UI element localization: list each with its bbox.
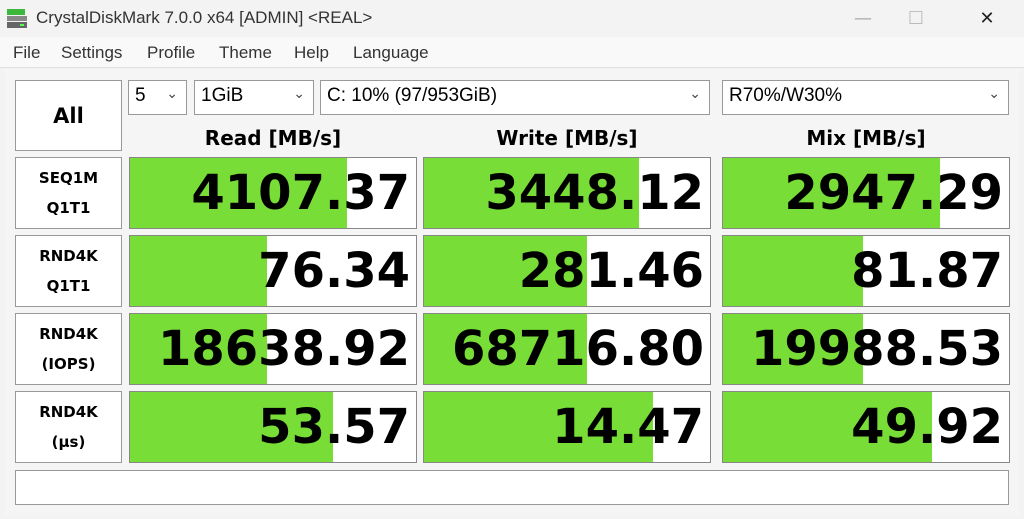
write-result-value: 68716.80 (451, 321, 704, 377)
all-button[interactable]: All (15, 80, 122, 151)
mix-header: Mix [MB/s] (806, 126, 926, 150)
mix-result-cell: 49.92 (722, 391, 1010, 463)
write-result-bar (424, 236, 588, 306)
mix-ratio-select[interactable]: R70%/W30% ⌄ (722, 80, 1009, 115)
chevron-down-icon: ⌄ (988, 85, 1000, 101)
menu-help[interactable]: Help (294, 43, 329, 62)
mix-result-cell: 81.87 (722, 235, 1010, 307)
read-result-cell: 4107.37 (129, 157, 417, 229)
write-result-cell: 281.46 (423, 235, 711, 307)
test-count-select[interactable]: 5 ⌄ (128, 80, 187, 115)
write-result-cell: 68716.80 (423, 313, 711, 385)
mix-ratio-value: R70%/W30% (729, 85, 842, 106)
test-label-line1: SEQ1M (38, 169, 99, 187)
maximize-button[interactable]: ☐ (907, 8, 925, 29)
mix-result-bar (723, 392, 932, 462)
app-disk-icon (7, 9, 27, 28)
read-result-value: 76.34 (258, 243, 410, 299)
write-result-bar (424, 392, 653, 462)
test-size-select[interactable]: 1GiB ⌄ (194, 80, 314, 115)
mix-result-value: 49.92 (851, 399, 1003, 455)
menu-theme[interactable]: Theme (219, 43, 272, 62)
read-result-bar (130, 158, 348, 228)
write-result-cell: 3448.12 (423, 157, 711, 229)
minimize-button[interactable]: — (854, 8, 872, 29)
menu-bar: File Settings Profile Theme Help Languag… (0, 37, 1024, 68)
test-button-1[interactable]: SEQ1M Q1T1 (15, 157, 122, 229)
write-result-cell: 14.47 (423, 391, 711, 463)
write-result-value: 14.47 (552, 399, 704, 455)
read-result-cell: 18638.92 (129, 313, 417, 385)
mix-result-bar (723, 314, 864, 384)
close-button[interactable]: ✕ (979, 8, 995, 29)
test-button-3[interactable]: RND4K (IOPS) (15, 313, 122, 385)
chevron-down-icon: ⌄ (689, 85, 701, 101)
test-button-2[interactable]: RND4K Q1T1 (15, 235, 122, 307)
window-title: CrystalDiskMark 7.0.0 x64 [ADMIN] <REAL> (36, 8, 373, 27)
menu-profile[interactable]: Profile (147, 43, 196, 62)
mix-result-value: 2947.29 (784, 165, 1003, 221)
write-result-value: 281.46 (518, 243, 704, 299)
drive-select[interactable]: C: 10% (97/953GiB) ⌄ (320, 80, 710, 115)
read-result-value: 53.57 (258, 399, 410, 455)
mix-result-value: 81.87 (851, 243, 1003, 299)
mix-result-bar (723, 158, 941, 228)
write-result-bar (424, 314, 588, 384)
test-size-value: 1GiB (201, 85, 244, 106)
test-label-line1: RND4K (39, 403, 98, 421)
write-header: Write [MB/s] (496, 126, 638, 150)
read-result-bar (130, 314, 268, 384)
read-result-value: 4107.37 (191, 165, 410, 221)
chevron-down-icon: ⌄ (293, 85, 305, 101)
test-label-line1: RND4K (39, 247, 98, 265)
read-result-bar (130, 392, 334, 462)
test-count-value: 5 (135, 85, 146, 106)
chevron-down-icon: ⌄ (166, 85, 178, 101)
read-result-cell: 76.34 (129, 235, 417, 307)
write-result-value: 3448.12 (485, 165, 704, 221)
mix-result-value: 19988.53 (750, 321, 1003, 377)
mix-result-bar (723, 236, 864, 306)
write-result-bar (424, 158, 639, 228)
read-result-bar (130, 236, 268, 306)
drive-value: C: 10% (97/953GiB) (327, 85, 498, 106)
menu-file[interactable]: File (13, 43, 41, 62)
test-label-line1: RND4K (39, 325, 98, 343)
read-result-value: 18638.92 (157, 321, 410, 377)
mix-result-cell: 19988.53 (722, 313, 1010, 385)
mix-result-cell: 2947.29 (722, 157, 1010, 229)
status-bar (15, 470, 1009, 505)
test-label-line2: (µs) (51, 433, 86, 451)
menu-language[interactable]: Language (353, 43, 429, 62)
test-label-line2: (IOPS) (41, 355, 96, 373)
read-header: Read [MB/s] (204, 126, 342, 150)
test-label-line2: Q1T1 (46, 199, 91, 217)
title-bar: CrystalDiskMark 7.0.0 x64 [ADMIN] <REAL>… (0, 0, 1024, 37)
test-label-line2: Q1T1 (46, 277, 91, 295)
test-button-4[interactable]: RND4K (µs) (15, 391, 122, 463)
menu-settings[interactable]: Settings (61, 43, 123, 62)
read-result-cell: 53.57 (129, 391, 417, 463)
